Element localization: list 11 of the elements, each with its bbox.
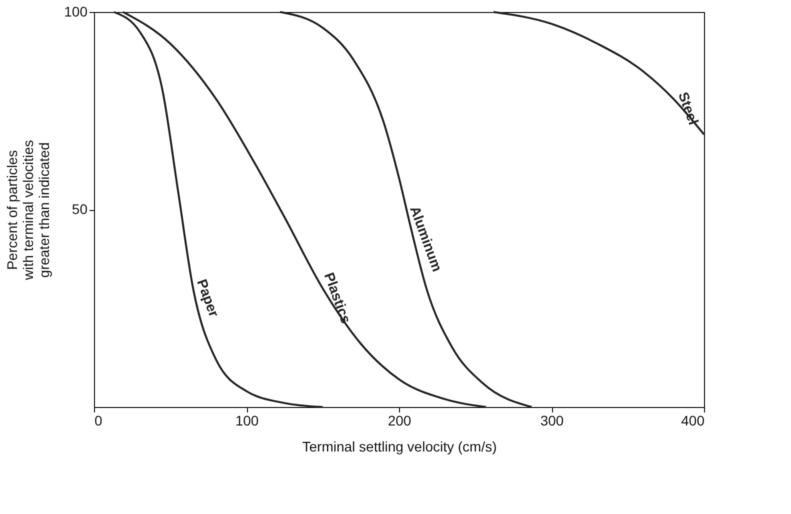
x-tick-label: 100 [235,412,259,428]
x-tick-label: 400 [681,412,705,428]
y-axis-title: Percent of particles with terminal velocities greater than indicated [4,140,52,282]
line-series [492,11,705,136]
x-tick-label: 0 [94,412,102,428]
x-tick-label: 300 [540,412,564,428]
x-axis-title: Terminal settling velocity (cm/s) [302,438,497,454]
x-tick-label: 200 [388,412,412,428]
y-tick-label: 50 [72,201,88,217]
line-series [279,11,533,408]
text: Paper [194,276,223,320]
